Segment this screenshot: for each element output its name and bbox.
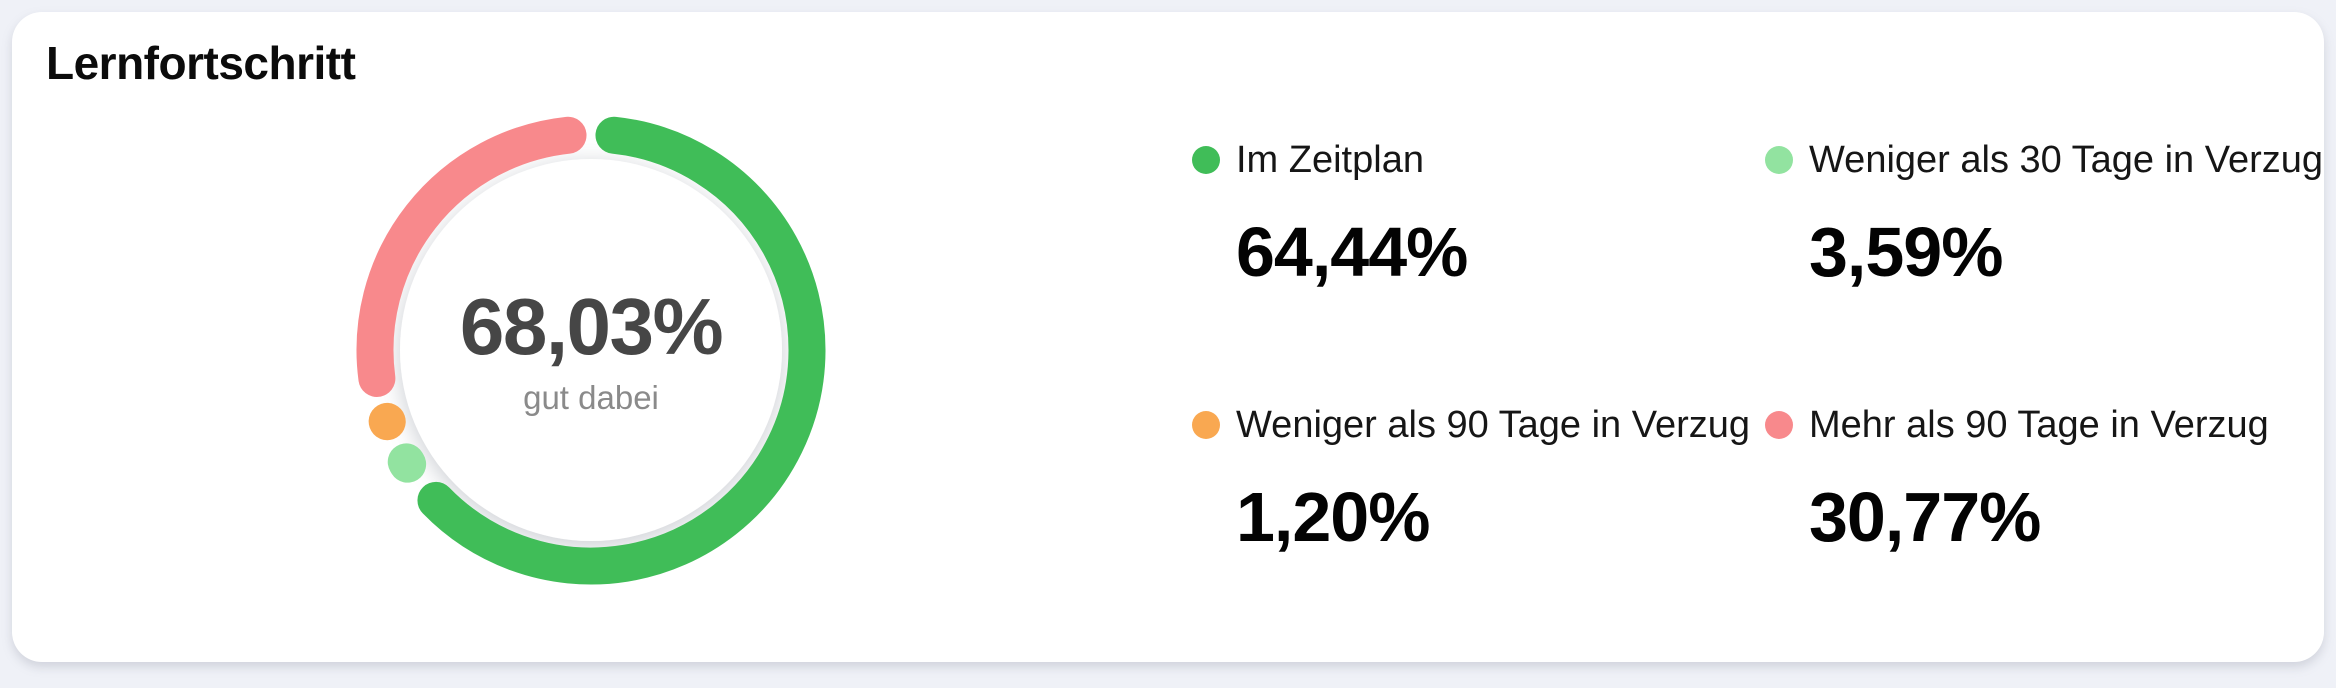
legend-dot-icon: [1192, 146, 1220, 174]
legend-item-value: 30,77%: [1809, 478, 2041, 556]
legend-item-header: Weniger als 90 Tage in Verzug: [1192, 397, 1750, 453]
legend-item-header: Im Zeitplan: [1192, 132, 1467, 188]
legend-item-label: Weniger als 90 Tage in Verzug: [1236, 404, 1751, 446]
legend-item-value: 64,44%: [1236, 213, 1468, 291]
donut-segment: [417, 116, 826, 585]
legend-item-header: Weniger als 30 Tage in Verzug: [1765, 132, 2323, 188]
legend-item-label: Mehr als 90 Tage in Verzug: [1809, 404, 2269, 446]
legend-item: Mehr als 90 Tage in Verzug 30,77%: [1765, 397, 2269, 553]
legend-dot-icon: [1192, 411, 1220, 439]
card-title: Lernfortschritt: [46, 37, 356, 89]
legend-item-value: 1,20%: [1236, 478, 1430, 556]
legend-dot-icon: [1765, 146, 1793, 174]
legend-item-value: 3,59%: [1809, 213, 2003, 291]
legend-item: Im Zeitplan 64,44%: [1192, 132, 1468, 291]
legend-item-header: Mehr als 90 Tage in Verzug: [1765, 397, 2269, 453]
donut-segment: [356, 116, 587, 397]
legend-item-label: Im Zeitplan: [1236, 139, 1424, 181]
donut-segment: [387, 443, 427, 483]
legend-dot-icon: [1765, 411, 1793, 439]
donut-inner-disc: [400, 159, 782, 541]
lernfortschritt-card: [12, 12, 2324, 662]
legend-item: Weniger als 90 Tage in Verzug 1,20%: [1192, 397, 1750, 553]
legend-item: Weniger als 30 Tage in Verzug 3,59%: [1765, 132, 2323, 288]
legend-item-label: Weniger als 30 Tage in Verzug: [1809, 139, 2324, 181]
donut-chart-svg: [356, 116, 826, 585]
